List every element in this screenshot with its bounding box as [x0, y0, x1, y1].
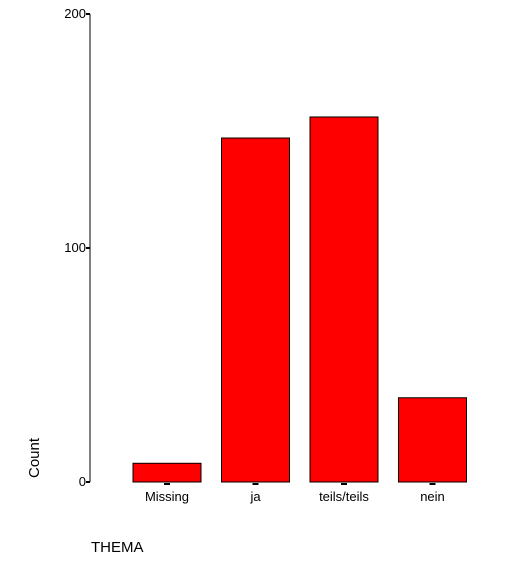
- bars: [132, 116, 467, 483]
- y-axis-ticks: 0 100 200: [64, 6, 90, 489]
- y-axis-title: Count: [26, 437, 43, 478]
- bar-nein: [398, 397, 467, 483]
- x-tick-label: nein: [420, 489, 445, 504]
- bar-teils-teils: [309, 116, 379, 483]
- y-tick-label: 100: [64, 240, 86, 255]
- x-axis-title: THEMA: [91, 539, 144, 556]
- bar-missing: [132, 462, 202, 483]
- x-tick-label: teils/teils: [319, 489, 369, 504]
- bar-ja: [221, 137, 290, 483]
- y-tick-label: 200: [64, 6, 86, 21]
- x-tick-label: ja: [249, 489, 261, 504]
- x-axis-ticks: Missing ja teils/teils nein: [145, 483, 445, 504]
- y-tick-label: 0: [79, 474, 86, 489]
- x-tick-label: Missing: [145, 489, 189, 504]
